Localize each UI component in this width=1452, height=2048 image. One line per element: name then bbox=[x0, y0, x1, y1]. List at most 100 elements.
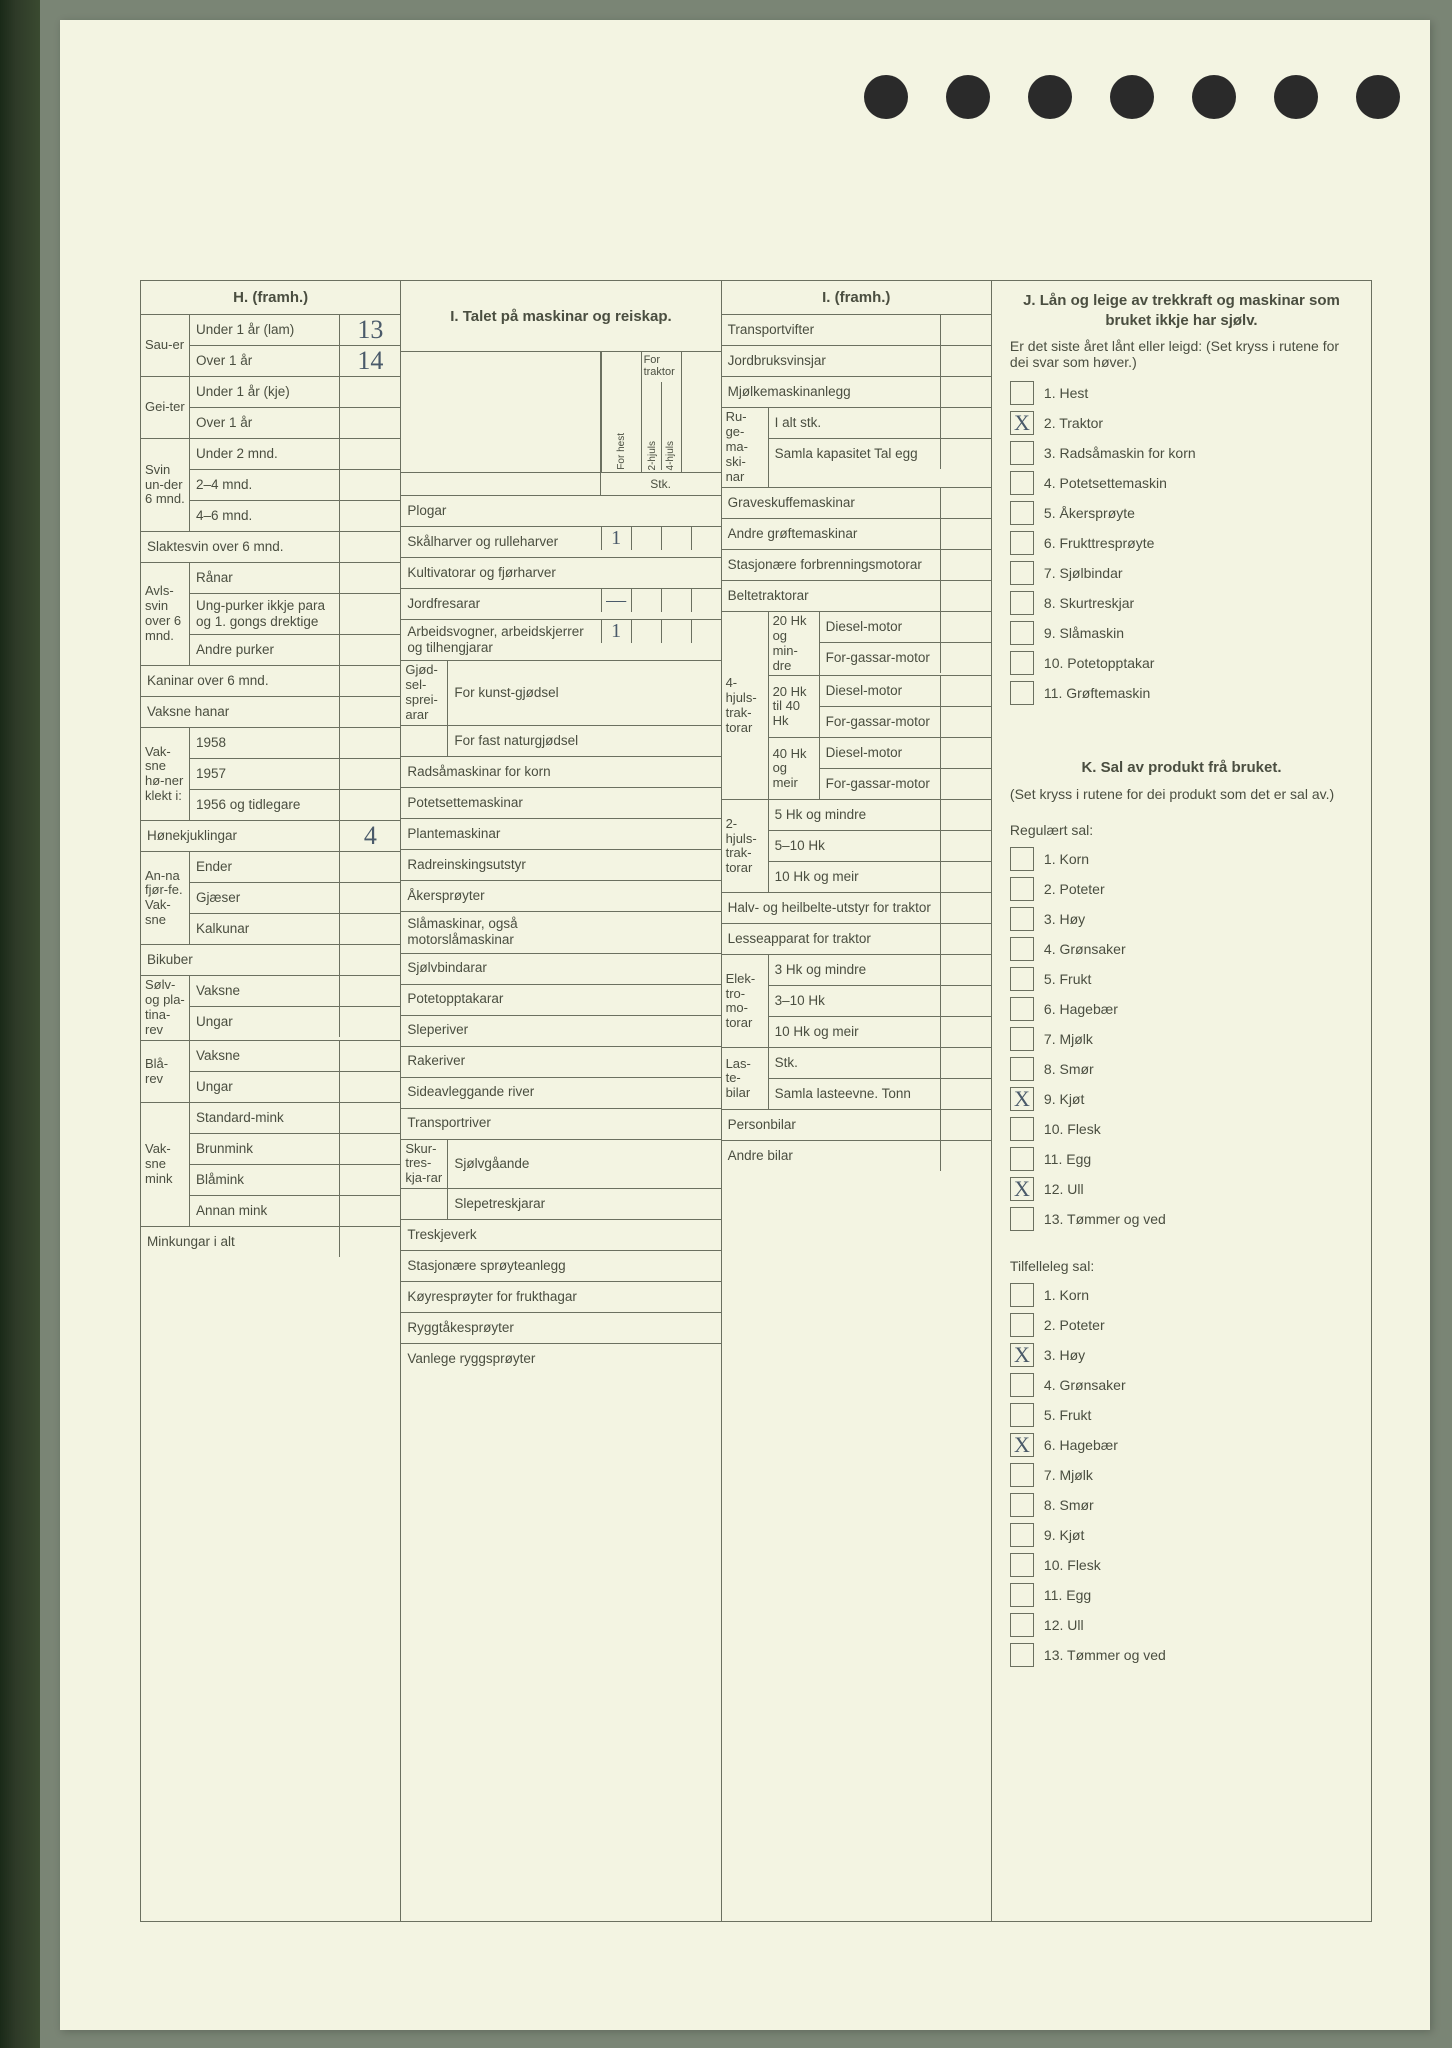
checkbox[interactable] bbox=[1010, 937, 1034, 961]
checkbox[interactable] bbox=[1010, 1283, 1034, 1307]
checklist-row: 4. Grønsaker bbox=[1010, 1370, 1353, 1400]
data-row: Annan mink bbox=[190, 1196, 400, 1226]
section-jk: J. Lån og leige av trekkraft og maskinar… bbox=[992, 281, 1371, 1921]
row-label: 2–4 mnd. bbox=[190, 470, 339, 500]
checkbox[interactable] bbox=[1010, 1057, 1034, 1081]
data-row: Under 2 mnd. bbox=[190, 439, 400, 470]
row-label: I alt stk. bbox=[769, 408, 940, 438]
row-label: Potetopptakarar bbox=[401, 985, 600, 1015]
row-value bbox=[940, 676, 991, 706]
row-group-label: Las-te-bilar bbox=[722, 1048, 769, 1109]
row-label: Plogar bbox=[401, 496, 600, 526]
data-row: Stk. bbox=[769, 1048, 991, 1079]
checkbox[interactable] bbox=[1010, 441, 1034, 465]
checkbox[interactable] bbox=[1010, 1643, 1034, 1667]
value-cell bbox=[691, 527, 721, 550]
checkbox[interactable] bbox=[1010, 561, 1034, 585]
checkbox[interactable] bbox=[1010, 967, 1034, 991]
checkbox[interactable] bbox=[1010, 1313, 1034, 1337]
checkbox[interactable]: X bbox=[1010, 1433, 1034, 1457]
row-group-label: Sølv- og pla-tina-rev bbox=[141, 976, 190, 1040]
data-row: Kalkunar bbox=[190, 914, 400, 944]
checklist-label: 9. Slåmaskin bbox=[1044, 625, 1124, 641]
row-label: Sleperiver bbox=[401, 1016, 600, 1046]
checklist-label: 2. Poteter bbox=[1044, 881, 1105, 897]
checkbox[interactable]: X bbox=[1010, 1177, 1034, 1201]
row-value bbox=[339, 1103, 400, 1133]
page-holder: H. (framh.) Sau-erUnder 1 år (lam)13Over… bbox=[0, 0, 1452, 2048]
checkbox[interactable] bbox=[1010, 847, 1034, 871]
row-value bbox=[339, 1134, 400, 1164]
checkbox[interactable] bbox=[1010, 471, 1034, 495]
punch-hole bbox=[1356, 75, 1400, 119]
checkbox[interactable] bbox=[1010, 1373, 1034, 1397]
row-group-label: 2-hjuls-trak-torar bbox=[722, 800, 769, 892]
checklist-label: 7. Sjølbindar bbox=[1044, 565, 1123, 581]
checkbox[interactable]: X bbox=[1010, 1087, 1034, 1111]
value-cell: 1 bbox=[601, 620, 631, 643]
data-row: Treskjeverk bbox=[401, 1220, 720, 1251]
checkbox[interactable] bbox=[1010, 1147, 1034, 1171]
data-row: Vanlege ryggsprøyter bbox=[401, 1344, 720, 1374]
checkbox[interactable] bbox=[1010, 1463, 1034, 1487]
checkbox[interactable] bbox=[1010, 1523, 1034, 1547]
row-group-label: Elek-tro-mo-torar bbox=[722, 955, 769, 1047]
checklist-row: 8. Smør bbox=[1010, 1490, 1353, 1520]
punch-hole bbox=[1192, 75, 1236, 119]
checkbox[interactable] bbox=[1010, 907, 1034, 931]
row-value: 13 bbox=[339, 315, 400, 345]
row-label: Brunmink bbox=[190, 1134, 339, 1164]
data-row: Samla kapasitet Tal egg bbox=[769, 439, 991, 469]
data-row: Transportvifter bbox=[722, 315, 991, 346]
section-j-sub: Er det siste året lånt eller leigd: (Set… bbox=[992, 332, 1371, 376]
row-value bbox=[339, 883, 400, 913]
checkbox[interactable] bbox=[1010, 591, 1034, 615]
row-label: Andre purker bbox=[190, 635, 339, 665]
checkbox[interactable] bbox=[1010, 877, 1034, 901]
data-row: Ungar bbox=[190, 1007, 400, 1037]
row-label: 4–6 mnd. bbox=[190, 501, 339, 531]
checkbox[interactable] bbox=[1010, 1117, 1034, 1141]
checklist-row: 7. Sjølbindar bbox=[1010, 558, 1353, 588]
row-label: Mjølkemaskinanlegg bbox=[722, 377, 940, 407]
checkbox[interactable]: X bbox=[1010, 1343, 1034, 1367]
checkbox[interactable] bbox=[1010, 1403, 1034, 1427]
row-label: Kalkunar bbox=[190, 914, 339, 944]
data-row: Beltetraktorar bbox=[722, 581, 991, 612]
row-label: 10 Hk og meir bbox=[769, 1017, 940, 1047]
row-label: For-gassar-motor bbox=[820, 707, 940, 737]
checklist-row: 9. Kjøt bbox=[1010, 1520, 1353, 1550]
col-for-hest: For hest bbox=[616, 433, 627, 470]
checkbox[interactable] bbox=[1010, 651, 1034, 675]
data-row: Blåmink bbox=[190, 1165, 400, 1196]
row-value bbox=[339, 501, 400, 531]
checkbox[interactable] bbox=[1010, 1583, 1034, 1607]
data-row: 3–10 Hk bbox=[769, 986, 991, 1017]
row-value bbox=[339, 377, 400, 407]
punch-hole bbox=[1110, 75, 1154, 119]
checklist-label: 2. Traktor bbox=[1044, 415, 1103, 431]
checkbox[interactable] bbox=[1010, 531, 1034, 555]
checklist-row: X6. Hagebær bbox=[1010, 1430, 1353, 1460]
checkbox[interactable] bbox=[1010, 1207, 1034, 1231]
data-row: 2–4 mnd. bbox=[190, 470, 400, 501]
checklist-label: 2. Poteter bbox=[1044, 1317, 1105, 1333]
row-group-label: Vak-sne hø-ner klekt i: bbox=[141, 728, 190, 820]
checkbox[interactable] bbox=[1010, 1027, 1034, 1051]
checkbox[interactable] bbox=[1010, 1553, 1034, 1577]
checkbox[interactable] bbox=[1010, 621, 1034, 645]
checkbox[interactable] bbox=[1010, 1613, 1034, 1637]
checkbox[interactable] bbox=[1010, 681, 1034, 705]
checkbox[interactable] bbox=[1010, 997, 1034, 1021]
row-group-label: 4-hjuls-trak-torar bbox=[722, 612, 769, 800]
row-label: 5 Hk og mindre bbox=[769, 800, 940, 830]
row-value bbox=[339, 635, 400, 665]
row-value: 14 bbox=[339, 346, 400, 376]
row-value bbox=[940, 1079, 991, 1109]
checkbox[interactable] bbox=[1010, 1493, 1034, 1517]
checkbox[interactable] bbox=[1010, 501, 1034, 525]
row-label: Andre grøftemaskinar bbox=[722, 519, 940, 549]
row-label: Potetsettemaskinar bbox=[401, 788, 600, 818]
checkbox[interactable]: X bbox=[1010, 411, 1034, 435]
checkbox[interactable] bbox=[1010, 381, 1034, 405]
